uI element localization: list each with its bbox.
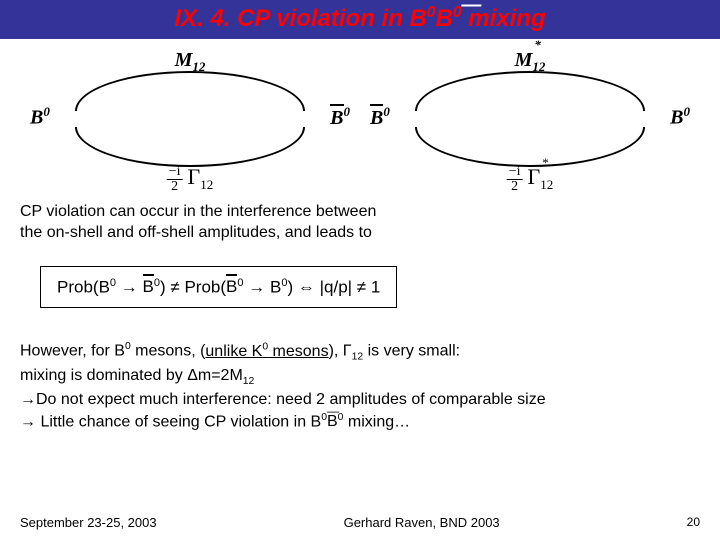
gamma-star: * (542, 155, 549, 171)
f-p4: → B (244, 277, 282, 296)
frac-neg-i-2: −i2 (167, 165, 183, 194)
Bbar-sup: 0 (344, 104, 351, 119)
footer-page: 20 (687, 515, 700, 530)
title-sup1: 0 (427, 4, 436, 21)
p1-line1: CP violation can occur in the interferen… (20, 203, 376, 220)
B-sup: 0 (43, 104, 50, 119)
diagram-right: B0 B0 M*12 −i2 Γ*12 (370, 49, 690, 189)
p2-l2a: mixing is dominated by Δm=2M (20, 367, 243, 384)
label-M12-left: M12 (175, 49, 206, 75)
p2-l1sub: 12 (352, 352, 364, 363)
f-p5: ) ⇔ |q/p| ≠ 1 (288, 277, 381, 296)
M-star: * (534, 37, 541, 53)
p2-underline: unlike K0 mesons (205, 343, 328, 360)
arc-bottom-right (415, 127, 645, 167)
paragraph-1: CP violation can occur in the interferen… (0, 194, 720, 252)
frac-num: −i (167, 165, 183, 180)
f-b2: B (226, 277, 237, 297)
arc-top-right (415, 71, 645, 111)
title-bar: IX. 4. CP violation in B—0B0 mixing (0, 0, 720, 39)
label-gamma12star-right: −i2 Γ*12 (507, 164, 554, 194)
p2-l1c: unlike K (205, 343, 262, 360)
p2-l4c: mixing… (343, 413, 410, 430)
p2-l1b: mesons, ( (131, 343, 206, 360)
node-B0-left: B0 (30, 104, 50, 130)
p2-l2sub: 12 (243, 376, 255, 387)
gamma-label: Γ (528, 164, 541, 189)
p2-l1d: mesons (268, 343, 328, 360)
M-sub: 12 (192, 59, 205, 74)
frac-den: 2 (167, 180, 183, 194)
title-overline: — (461, 0, 481, 17)
f-p1: Prob(B (57, 277, 110, 296)
formula-box: Prob(B0 → B0) ≠ Prob(B0 → B0) ⇔ |q/p| ≠ … (40, 266, 397, 309)
gamma-sub: 12 (200, 177, 213, 192)
arc-top-left (75, 71, 305, 111)
node-Bbar0-left: B0 (330, 104, 350, 130)
footer-author: Gerhard Raven, BND 2003 (344, 515, 500, 530)
label-M12star-right: M*12 (515, 49, 546, 75)
diagram-left: B0 B0 M12 −i2 Γ12 (30, 49, 350, 189)
p2-l1f: is very small: (363, 343, 460, 360)
footer: September 23-25, 2003 Gerhard Raven, BND… (0, 515, 720, 530)
M-label: M (515, 49, 533, 71)
footer-date: September 23-25, 2003 (20, 515, 157, 530)
f-p2: → (116, 277, 142, 296)
B-label: B (670, 107, 683, 129)
p2-l1e: ), Γ (329, 343, 352, 360)
frac-neg-i-2: −i2 (507, 165, 523, 194)
diagram-row: B0 B0 M12 −i2 Γ12 B0 B0 M*12 −i2 Γ*12 (0, 39, 720, 194)
frac-num: −i (507, 165, 523, 180)
p2-l1a: However, for B (20, 343, 125, 360)
label-gamma12-left: −i2 Γ12 (167, 164, 214, 194)
slide-title: IX. 4. CP violation in B—0B0 mixing (174, 4, 545, 33)
M-sub: 12 (532, 59, 545, 74)
node-Bbar0-right: B0 (370, 104, 390, 130)
Bbar-label: B (370, 107, 383, 130)
gamma-sub: 12 (540, 177, 553, 192)
f-b1: B (143, 277, 154, 297)
B-label: B (30, 107, 43, 129)
gamma-label: Γ (188, 164, 201, 189)
M-label: M (175, 49, 193, 71)
f-p3: ) ≠ Prob( (160, 277, 226, 296)
node-B0-right: B0 (670, 104, 690, 130)
title-mid: B (436, 5, 453, 32)
Bbar-label: B (330, 107, 343, 130)
p1-line2: the on-shell and off-shell amplitudes, a… (20, 224, 372, 241)
paragraph-2: However, for B0 mesons, (unlike K0 meson… (0, 322, 720, 432)
Bbar-sup: 0 (383, 104, 390, 119)
p2-l4a: → Little chance of seeing CP violation i… (20, 413, 321, 430)
frac-den: 2 (507, 180, 523, 194)
arc-bottom-left (75, 127, 305, 167)
B-sup: 0 (684, 104, 691, 119)
title-prefix: IX. 4. CP violation in B (174, 5, 426, 32)
p2-l3: →Do not expect much interference: need 2… (20, 391, 546, 408)
